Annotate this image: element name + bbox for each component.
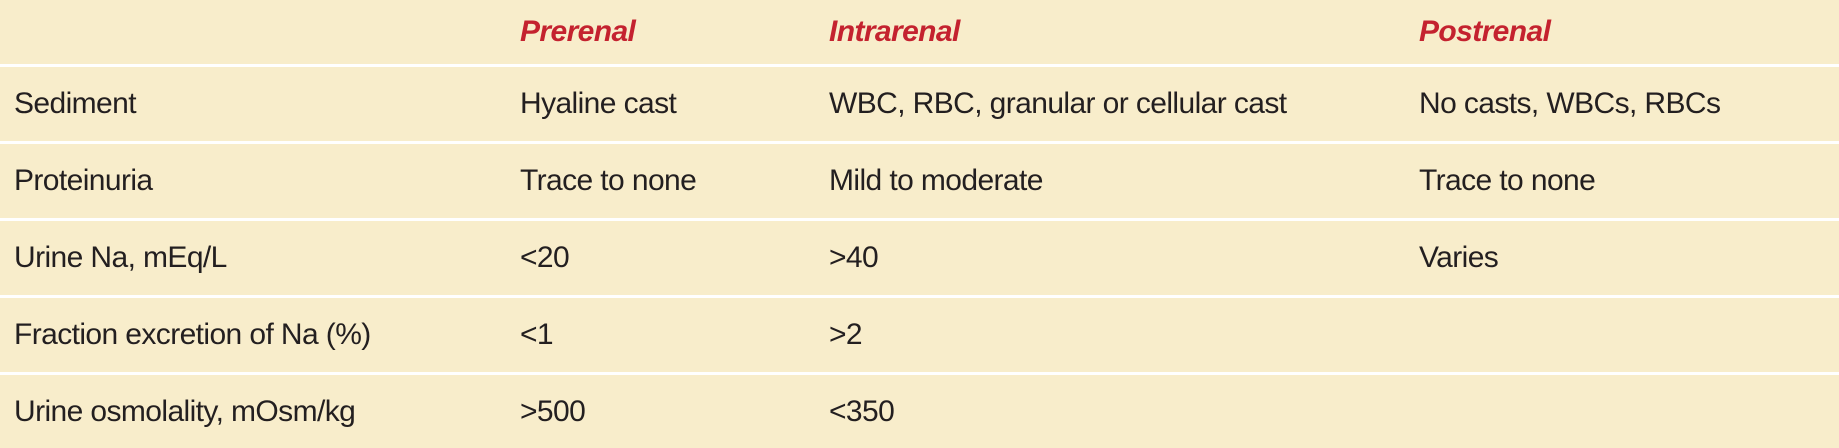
table-cell: >2 — [829, 318, 863, 351]
table-cell: Mild to moderate — [829, 164, 1043, 197]
table-cell: >40 — [829, 241, 879, 274]
table-cell: WBC, RBC, granular or cellular cast — [829, 87, 1287, 120]
table-cell: <1 — [520, 318, 554, 351]
table-row: Sediment Hyaline cast WBC, RBC, granular o… — [0, 67, 1839, 141]
table-cell: Varies — [1419, 241, 1499, 274]
table-cell: <20 — [520, 241, 570, 274]
table-row: Fraction excretion of Na (%) <1 >2 — [0, 298, 1839, 372]
table-cell: <350 — [829, 394, 895, 428]
table-cell: No casts, WBCs, RBCs — [1419, 87, 1721, 120]
table-cell: >500 — [520, 394, 586, 428]
column-header: Postrenal — [1419, 15, 1551, 48]
table-row: Urine Na, mEq/L <20 >40 Varies — [0, 221, 1839, 295]
header-row: Prerenal Intrarenal Postrenal — [0, 0, 1839, 64]
column-header: Intrarenal — [829, 15, 960, 48]
column-header: Prerenal — [520, 15, 636, 48]
table-cell: Hyaline cast — [520, 87, 677, 120]
row-label: Urine osmolality, mOsm/kg — [14, 394, 356, 428]
table-row: Proteinuria Trace to none Mild to moderate… — [0, 144, 1839, 218]
table-row: Urine osmolality, mOsm/kg >500 <350 — [0, 375, 1839, 448]
table-cell: Trace to none — [1419, 164, 1596, 197]
row-label: Urine Na, mEq/L — [14, 241, 227, 274]
table-cell: Trace to none — [520, 164, 697, 197]
row-label: Fraction excretion of Na (%) — [14, 318, 371, 351]
row-label: Sediment — [14, 87, 137, 120]
row-label: Proteinuria — [14, 164, 153, 197]
